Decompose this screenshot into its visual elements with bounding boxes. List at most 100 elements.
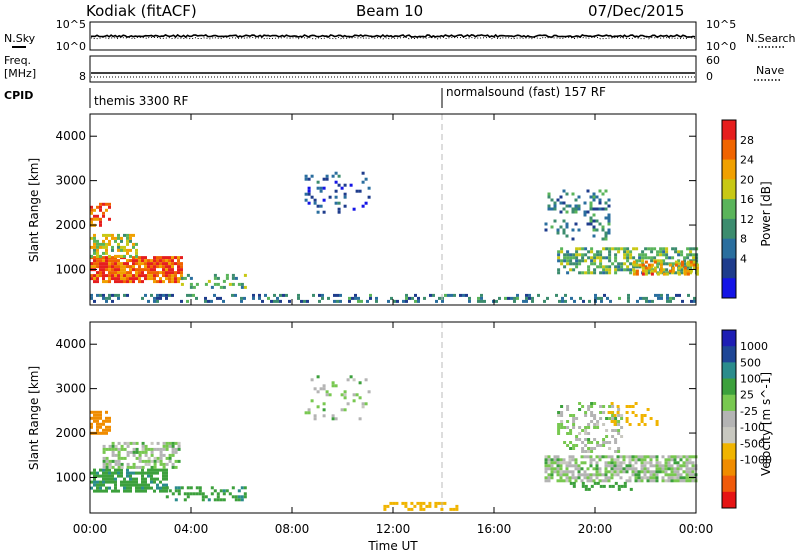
data-cell: [557, 411, 561, 414]
data-cell: [685, 467, 689, 471]
data-cell: [319, 189, 323, 193]
data-cell: [171, 274, 174, 278]
data-cell: [321, 293, 324, 297]
data-cell: [477, 296, 480, 300]
data-cell: [108, 465, 112, 469]
data-cell: [638, 265, 642, 269]
data-cell: [120, 474, 123, 478]
data-cell: [581, 484, 585, 488]
colorbar-segment: [722, 218, 736, 240]
data-cell: [108, 428, 111, 432]
data-cell: [649, 461, 653, 465]
data-cell: [273, 293, 276, 297]
data-cell: [655, 420, 659, 423]
data-cell: [165, 462, 169, 466]
data-cell: [162, 489, 165, 493]
data-cell: [177, 280, 180, 284]
data-cell: [575, 262, 579, 266]
data-cell: [604, 461, 608, 465]
data-cell: [602, 484, 606, 488]
data-cell: [114, 483, 117, 487]
data-cell: [307, 192, 311, 196]
data-cell: [393, 299, 396, 303]
data-cell: [462, 293, 465, 297]
data-cell: [594, 296, 597, 300]
data-cell: [105, 428, 108, 432]
data-cell: [547, 204, 551, 208]
data-cell: [240, 296, 243, 300]
data-cell: [234, 498, 238, 502]
colorbar-segment: [722, 330, 736, 347]
colorbar-tick-label: 25: [740, 389, 754, 402]
data-cell: [590, 450, 594, 453]
data-cell: [138, 483, 141, 487]
data-cell: [617, 450, 621, 453]
data-cell: [695, 269, 699, 273]
noise-panel: N.Sky N.Search 10^5 10^0 10^5 10^0: [4, 18, 796, 53]
data-cell: [574, 476, 578, 480]
data-cell: [120, 456, 124, 460]
data-cell: [102, 233, 105, 237]
data-cell: [120, 245, 123, 249]
data-cell: [565, 476, 569, 480]
data-cell: [604, 216, 608, 220]
data-cell: [465, 293, 468, 297]
data-cell: [574, 198, 578, 202]
data-cell: [410, 507, 414, 511]
data-cell: [680, 253, 684, 257]
data-cell: [102, 262, 105, 266]
data-cell: [661, 464, 665, 468]
data-cell: [111, 271, 114, 275]
data-cell: [108, 419, 111, 423]
data-cell: [303, 299, 306, 303]
data-cell: [361, 180, 365, 184]
data-cell: [640, 470, 644, 474]
data-cell: [643, 423, 647, 426]
data-cell: [171, 271, 174, 275]
data-cell: [96, 259, 99, 263]
data-cell: [168, 280, 171, 284]
data-cell: [213, 293, 216, 297]
data-cell: [108, 274, 111, 278]
data-cell: [117, 474, 120, 478]
data-cell: [607, 455, 611, 459]
data-cell: [641, 250, 645, 254]
data-cell: [153, 299, 156, 303]
data-cell: [571, 207, 575, 211]
data-cell: [111, 453, 115, 457]
data-cell: [213, 282, 217, 286]
data-cell: [626, 268, 630, 272]
colorbar-tick-label: 24: [740, 154, 754, 167]
data-cell: [313, 417, 317, 421]
data-cell: [562, 231, 566, 235]
data-cell: [99, 425, 102, 429]
data-cell: [96, 422, 99, 426]
data-cell: [159, 480, 162, 484]
data-cell: [168, 453, 172, 457]
data-cell: [559, 201, 563, 205]
data-cell: [312, 293, 315, 297]
data-cell: [560, 250, 564, 254]
data-cell: [141, 441, 145, 445]
data-cell: [322, 408, 326, 412]
data-cell: [572, 262, 576, 266]
data-cell: [243, 285, 247, 289]
data-cell: [343, 390, 347, 394]
data-cell: [141, 474, 144, 478]
data-cell: [310, 174, 314, 178]
colorbar-tick-label: 20: [740, 173, 754, 186]
data-cell: [607, 198, 611, 202]
data-cell: [682, 464, 686, 468]
data-cell: [162, 441, 166, 445]
data-cell: [90, 277, 93, 281]
data-cell: [689, 269, 693, 273]
data-cell: [596, 420, 600, 423]
data-cell: [654, 293, 657, 297]
data-cell: [559, 461, 563, 465]
data-cell: [610, 476, 614, 480]
data-cell: [577, 467, 581, 471]
data-cell: [405, 296, 408, 300]
data-cell: [550, 198, 554, 202]
data-cell: [646, 455, 650, 459]
data-cell: [525, 296, 528, 300]
